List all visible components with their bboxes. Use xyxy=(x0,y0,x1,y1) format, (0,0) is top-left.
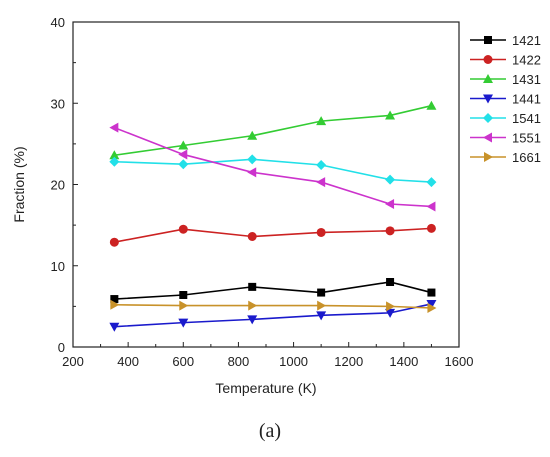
legend-label-1422: 1422 xyxy=(512,53,541,68)
data-point-1421 xyxy=(427,289,435,297)
data-point-1422 xyxy=(427,224,436,233)
data-point-1551 xyxy=(109,123,118,133)
x-axis-title: Temperature (K) xyxy=(215,380,316,396)
data-point-1422 xyxy=(317,228,326,237)
data-point-1431 xyxy=(426,101,436,110)
data-point-1422 xyxy=(248,232,257,241)
line-chart: 200 400 600 800 1000 1200 1400 1600 0 10 20 30 40 Tem… xyxy=(0,0,550,420)
series-line-1551 xyxy=(114,128,431,207)
data-point-1422 xyxy=(110,238,119,247)
x-tick-label: 1000 xyxy=(279,354,308,369)
legend-label-1541: 1541 xyxy=(512,111,541,126)
series-line-1431 xyxy=(114,106,431,156)
legend-marker-1421 xyxy=(484,36,492,44)
y-tick-label: 40 xyxy=(51,15,65,30)
y-tick-label: 10 xyxy=(51,259,65,274)
data-point-1661 xyxy=(317,301,326,311)
series-line-1441 xyxy=(114,304,431,327)
x-tick-label: 200 xyxy=(62,354,84,369)
data-point-1551 xyxy=(178,149,187,159)
legend-marker-1551 xyxy=(483,133,492,143)
data-point-1541 xyxy=(247,154,257,164)
data-point-1541 xyxy=(426,177,436,187)
y-tick-label: 0 xyxy=(58,340,65,355)
y-tick-label: 20 xyxy=(51,178,65,193)
legend-label-1661: 1661 xyxy=(512,150,541,165)
x-tick-label: 800 xyxy=(228,354,250,369)
y-axis-title: Fraction (%) xyxy=(11,146,27,222)
data-point-1551 xyxy=(385,199,394,209)
figure-caption: (a) xyxy=(0,420,540,443)
data-point-1421 xyxy=(317,289,325,297)
x-tick-label: 1200 xyxy=(334,354,363,369)
legend-label-1551: 1551 xyxy=(512,131,541,146)
legend-marker-1661 xyxy=(484,152,493,162)
x-tick-label: 600 xyxy=(172,354,194,369)
data-point-1541 xyxy=(178,159,188,169)
legend-marker-1541 xyxy=(483,113,493,123)
data-point-1551 xyxy=(316,177,325,187)
series-line-1421 xyxy=(114,282,431,299)
data-point-1551 xyxy=(247,167,256,177)
x-tick-label: 400 xyxy=(117,354,139,369)
data-point-1551 xyxy=(426,201,435,211)
data-point-1541 xyxy=(385,175,395,185)
x-tick-label: 1400 xyxy=(389,354,418,369)
series-line-1661 xyxy=(114,305,431,308)
data-point-1661 xyxy=(248,301,257,311)
legend-label-1431: 1431 xyxy=(512,72,541,87)
data-point-1422 xyxy=(179,225,188,234)
x-tick-label: 1600 xyxy=(445,354,474,369)
legend-label-1441: 1441 xyxy=(512,92,541,107)
data-point-1421 xyxy=(179,291,187,299)
data-point-1661 xyxy=(179,301,188,311)
legend: 1421 1422 1431 1441 1541 1551 1661 xyxy=(470,33,541,165)
data-point-1421 xyxy=(386,278,394,286)
series-line-1541 xyxy=(114,159,431,182)
legend-marker-1422 xyxy=(484,55,493,64)
data-point-1422 xyxy=(386,226,395,235)
series-line-1422 xyxy=(114,228,431,242)
data-point-1541 xyxy=(316,160,326,170)
data-point-1421 xyxy=(248,283,256,291)
legend-label-1421: 1421 xyxy=(512,33,541,48)
y-tick-label: 30 xyxy=(51,96,65,111)
